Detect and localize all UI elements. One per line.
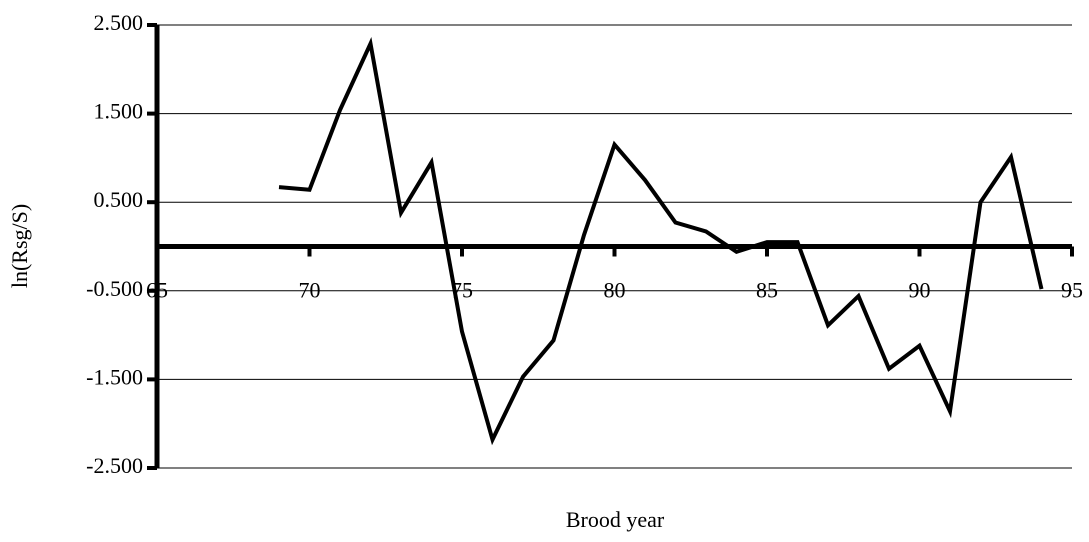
x-tick-label: 70 <box>299 278 321 303</box>
y-tick-label: 2.500 <box>94 10 144 35</box>
x-tick-label: 85 <box>756 278 778 303</box>
y-axis-label: ln(Rsg/S) <box>7 204 32 288</box>
x-tick-label: 80 <box>604 278 626 303</box>
y-tick-label: -0.500 <box>86 276 143 301</box>
data-line <box>278 36 1044 446</box>
y-tick-label: -2.500 <box>86 453 143 478</box>
y-tick-label: -1.500 <box>86 364 143 389</box>
x-axis-label: Brood year <box>566 507 665 532</box>
x-tick-label: 95 <box>1061 278 1083 303</box>
x-tick-label: 90 <box>909 278 931 303</box>
y-tick-label: 0.500 <box>94 187 144 212</box>
y-tick-label: 1.500 <box>94 99 144 124</box>
